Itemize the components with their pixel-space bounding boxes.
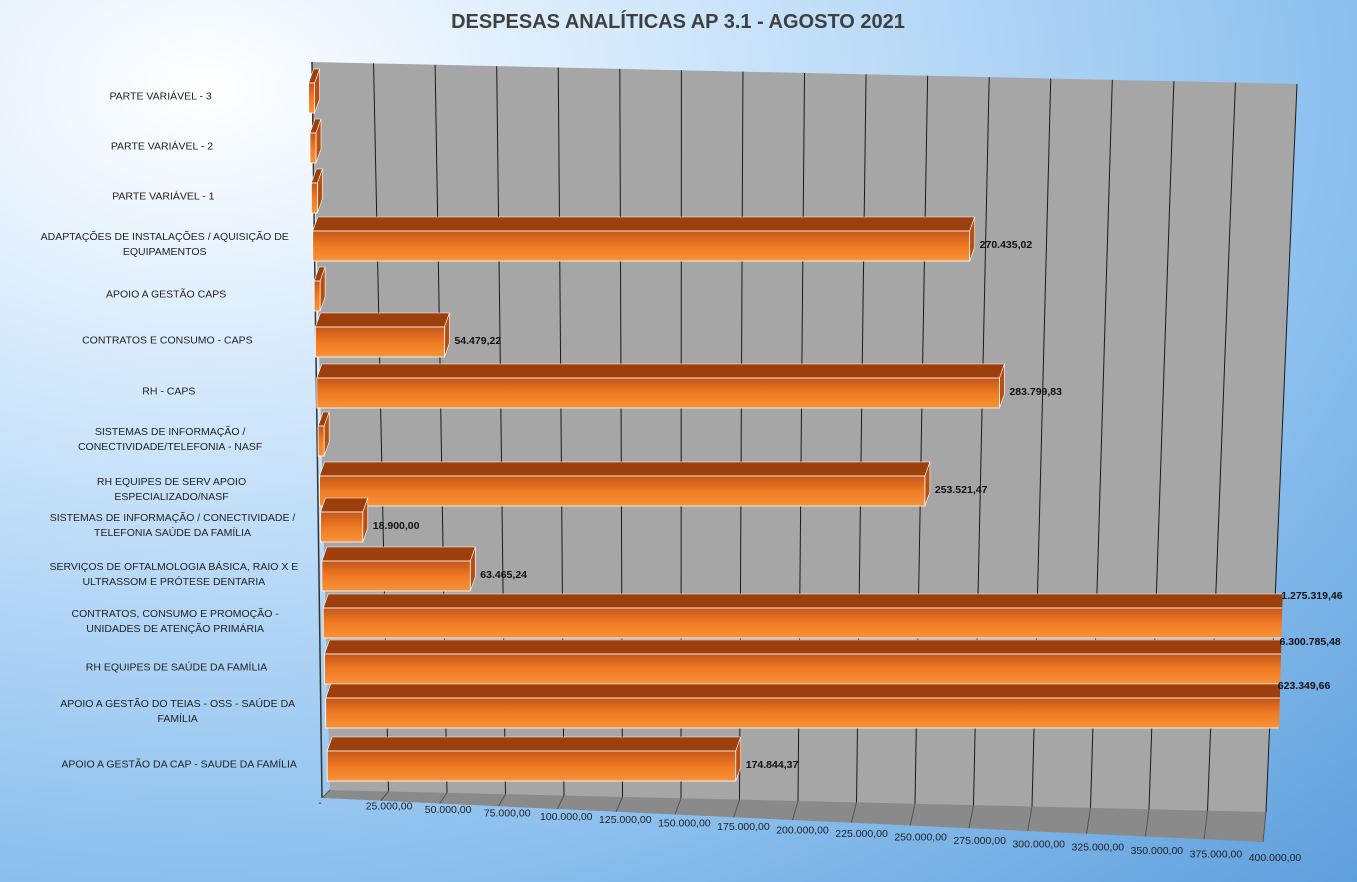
bar — [319, 475, 926, 507]
value-label: 253.521,47 — [935, 484, 988, 496]
y-tick-label: PARTE VARIÁVEL - 2 — [110, 140, 214, 153]
tick-mark — [909, 803, 916, 826]
value-label: 283.799,83 — [1009, 386, 1062, 398]
bar-top — [321, 546, 476, 562]
bar-top — [322, 593, 1297, 609]
x-tick-label: - — [318, 797, 322, 809]
tick-mark — [733, 799, 740, 818]
bars — [308, 68, 1297, 782]
bar — [321, 560, 471, 592]
tick-mark — [556, 795, 565, 810]
tick-mark — [1203, 810, 1208, 840]
y-tick-label: SERVIÇOS DE OFTALMOLOGIA BÁSICA, RAIO X … — [49, 561, 299, 588]
tick-mark — [1144, 809, 1150, 837]
x-tick-label: 275.000,00 — [953, 835, 1006, 847]
x-tick-label: 325.000,00 — [1072, 842, 1125, 854]
value-label: 18.900,00 — [373, 520, 420, 532]
y-tick-label: SISTEMAS DE INFORMAÇÃO / CONECTIVIDADE /… — [49, 512, 296, 539]
value-label: 63.465,24 — [480, 569, 527, 581]
value-label: 54.479,22 — [454, 335, 501, 347]
x-tick-label: 350.000,00 — [1131, 845, 1184, 857]
bar — [325, 697, 1297, 729]
tick-mark — [850, 802, 857, 823]
x-tick-label: 125.000,00 — [599, 814, 652, 826]
bar-top — [324, 639, 1297, 655]
y-tick-label: RH EQUIPES DE SERV APOIO ESPECIALIZADO/N… — [96, 476, 247, 503]
tick-mark — [968, 805, 974, 829]
bar-top — [326, 736, 742, 752]
bar — [309, 132, 317, 164]
value-label: 6.300.785,48 — [1279, 636, 1340, 648]
bar — [322, 607, 1297, 639]
tick-mark — [792, 800, 799, 821]
x-tick-label: 75.000,00 — [484, 807, 531, 819]
tick-mark — [439, 792, 448, 804]
bar — [312, 230, 971, 262]
x-tick-label: 200.000,00 — [776, 825, 829, 837]
value-label: 270.435,02 — [980, 239, 1033, 251]
y-tick-label: ADAPTAÇÕES DE INSTALAÇÕES / AQUISIÇÃO DE… — [40, 231, 289, 258]
y-tick-label: RH - CAPS — [142, 385, 196, 398]
bar-top — [325, 683, 1297, 699]
x-tick-label: 175.000,00 — [717, 821, 770, 833]
x-tick-label: 150.000,00 — [658, 818, 711, 830]
tick-mark — [380, 791, 389, 802]
bar-top — [314, 312, 450, 328]
x-tick-label: 300.000,00 — [1012, 838, 1065, 850]
bar — [320, 511, 364, 543]
bar-top — [312, 216, 976, 232]
bar-top — [316, 363, 1005, 379]
tick-mark — [1027, 806, 1033, 832]
tick-mark — [1086, 807, 1091, 834]
tick-mark — [615, 796, 623, 812]
tick-mark — [1262, 811, 1267, 843]
tick-mark — [321, 789, 331, 799]
value-label: 1.275.319,46 — [1281, 590, 1342, 602]
x-tick-label: 400.000,00 — [1249, 852, 1302, 864]
tick-mark — [498, 793, 506, 807]
tick-mark — [674, 798, 682, 815]
value-label: 623.349,66 — [1278, 680, 1331, 692]
bar-top — [320, 497, 369, 513]
y-tick-label: PARTE VARIÁVEL - 1 — [112, 190, 215, 203]
bar — [313, 280, 321, 312]
y-tick-label: APOIO A GESTÃO CAPS — [106, 288, 227, 301]
x-tick-label: 250.000,00 — [894, 831, 947, 843]
bar — [324, 653, 1297, 685]
y-tick-label: CONTRATOS, CONSUMO E PROMOÇÃO - UNIDADES… — [71, 608, 279, 635]
bar — [314, 326, 445, 358]
y-tick-label: APOIO A GESTÃO DA CAP - SAUDE DA FAMÍLIA — [61, 758, 297, 771]
bar — [310, 182, 318, 214]
bar-top — [319, 461, 931, 477]
bar — [316, 377, 1000, 409]
bar — [308, 82, 316, 114]
bar — [317, 425, 325, 457]
y-tick-label: CONTRATOS E CONSUMO - CAPS — [82, 334, 253, 347]
y-tick-label: SISTEMAS DE INFORMAÇÃO / CONECTIVIDADE/T… — [77, 426, 263, 453]
chart-title: DESPESAS ANALÍTICAS AP 3.1 - AGOSTO 2021 — [451, 10, 905, 33]
x-tick-label: 50.000,00 — [425, 804, 472, 816]
y-tick-label: PARTE VARIÁVEL - 3 — [109, 90, 212, 103]
value-label: 174.844,37 — [746, 759, 799, 771]
bar — [326, 750, 737, 782]
x-tick-label: 225.000,00 — [835, 828, 888, 840]
y-tick-label: RH EQUIPES DE SAÚDE DA FAMÍLIA — [85, 661, 268, 674]
x-tick-label: 100.000,00 — [540, 811, 593, 823]
x-tick-label: 25.000,00 — [366, 800, 413, 812]
y-tick-label: APOIO A GESTÃO DO TEIAS - OSS - SAÚDE DA… — [60, 698, 296, 725]
x-tick-label: 375.000,00 — [1190, 849, 1243, 861]
